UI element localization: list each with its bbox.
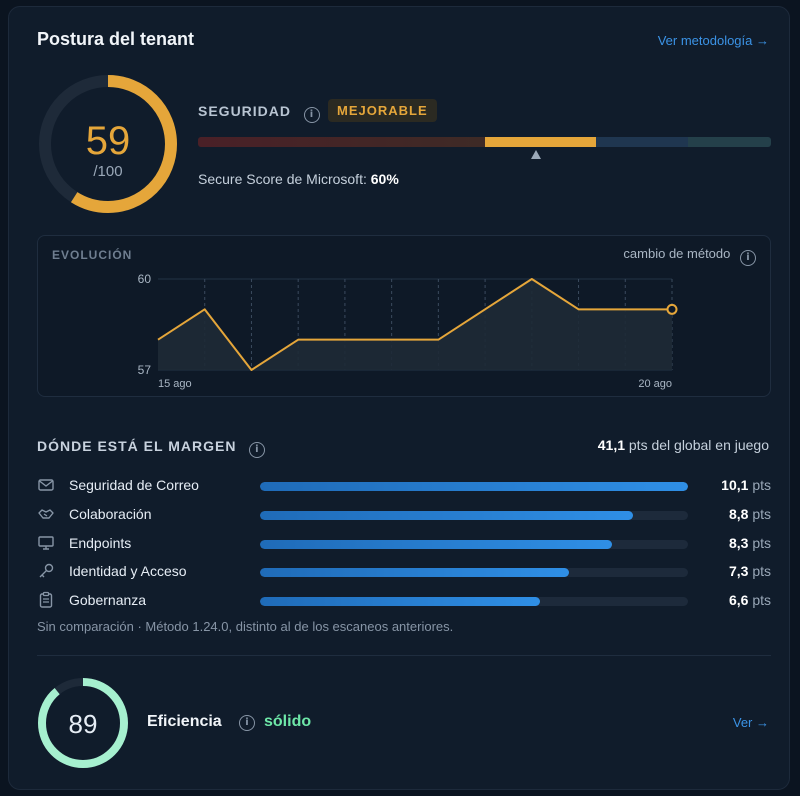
security-label-text: SEGURIDAD <box>198 103 292 119</box>
method-change-text: cambio de método <box>623 246 731 261</box>
margin-row-value-number: 8,8 <box>728 505 749 522</box>
y-tick-label: 60 <box>138 272 152 286</box>
margin-row-unit: pts <box>752 534 771 551</box>
margin-row-label: Seguridad de Correo <box>69 477 199 493</box>
margin-row-bar <box>260 539 688 549</box>
scale-marker-icon <box>531 150 542 159</box>
margin-row-bar <box>260 482 688 491</box>
margin-row-label: Gobernanza <box>69 592 147 609</box>
scale-segment-improvable <box>484 137 597 147</box>
clipboard-icon <box>39 592 53 608</box>
margin-row-bar <box>260 568 688 578</box>
margin-row-bar-fill <box>260 482 688 491</box>
margin-row-bar-fill <box>260 568 570 578</box>
margin-title-text: DÓNDE ESTÁ EL MARGEN <box>37 438 237 454</box>
margin-row-value: 8,3 pts <box>729 535 771 551</box>
score-gauge <box>39 75 177 213</box>
margin-row: Seguridad de Correo 10,1 pts <box>37 473 771 499</box>
margin-row-unit: pts <box>752 477 771 493</box>
secure-score: Secure Score de Microsoft: 60% <box>198 171 399 187</box>
margin-row-bar <box>260 510 688 520</box>
x-tick-label: 15 ago <box>158 378 192 390</box>
margin-total-value: 41,1 <box>597 437 625 453</box>
chart-series-line <box>157 278 672 371</box>
chart-last-point <box>666 303 678 315</box>
evolution-panel: EVOLUCIÓN cambio de método i 60 57 15 ago 2… <box>37 235 771 397</box>
margin-total: 41,1 pts del global en juego <box>598 437 769 453</box>
margin-row-bar <box>260 597 688 607</box>
evolution-chart: 60 57 15 ago 20 ago <box>138 272 678 390</box>
info-icon[interactable]: i <box>239 715 255 731</box>
x-tick-label: 20 ago <box>638 378 672 390</box>
margin-row-value-number: 10,1 <box>721 477 749 493</box>
margin-row-bar-fill <box>260 539 612 549</box>
efficiency-status: sólido <box>264 713 312 730</box>
margin-row-value: 6,6 pts <box>729 592 771 608</box>
security-status-badge: MEJORABLE <box>328 99 437 122</box>
secure-score-value: 60% <box>370 171 399 187</box>
scale-segment-poor <box>198 137 485 147</box>
margin-row-label: Identidad y Acceso <box>69 563 187 580</box>
secure-score-label: Secure Score de Microsoft: <box>198 171 367 187</box>
efficiency-gauge <box>38 678 128 768</box>
tenant-posture-card: Postura del tenant Ver metodología → 59 … <box>8 6 790 790</box>
margin-row: Endpoints 8,3 pts <box>37 531 771 557</box>
evolution-title: EVOLUCIÓN <box>52 248 133 262</box>
score-value: 59 <box>85 119 131 163</box>
margin-row: Identidad y Acceso 7,3 pts <box>37 559 771 585</box>
margin-row-unit: pts <box>752 592 771 609</box>
y-tick-label: 57 <box>138 363 152 377</box>
method-change-label: cambio de método i <box>623 246 756 266</box>
margin-row: Gobernanza 6,6 pts <box>37 588 771 614</box>
info-icon[interactable]: i <box>303 107 320 123</box>
security-scale-bar <box>198 137 771 147</box>
margin-row-value-number: 6,6 <box>728 592 749 609</box>
margin-row-unit: pts <box>752 505 771 522</box>
efficiency-view-link[interactable]: Ver → <box>732 715 769 730</box>
info-icon[interactable]: i <box>740 250 756 266</box>
margin-row-label: Colaboración <box>69 505 152 522</box>
chart-area <box>158 279 672 370</box>
efficiency-label: Eficiencia <box>147 713 222 730</box>
scale-segment-excellent <box>687 137 771 147</box>
margin-total-label: pts del global en juego <box>628 437 769 453</box>
card-title: Postura del tenant <box>37 29 195 49</box>
comparison-note: Sin comparación · Método 1.24.0, distint… <box>37 619 454 634</box>
scale-segment-good <box>596 137 688 147</box>
margin-row: Colaboración 8,8 pts <box>37 502 771 528</box>
score-denominator: /100 <box>93 163 123 180</box>
divider <box>37 655 771 656</box>
key-icon <box>39 564 54 578</box>
margin-row-bar-fill <box>260 510 633 520</box>
handshake-icon <box>38 509 54 519</box>
margin-title: DÓNDE ESTÁ EL MARGEN i <box>37 438 266 458</box>
margin-row-value-number: 7,3 <box>728 563 749 580</box>
margin-row-bar-fill <box>260 597 540 607</box>
margin-row-value-number: 8,3 <box>728 534 749 551</box>
margin-row-unit: pts <box>752 563 771 580</box>
efficiency-value: 89 <box>68 709 98 739</box>
monitor-icon <box>38 535 54 550</box>
security-label: SEGURIDAD i <box>198 103 320 123</box>
mail-icon <box>38 479 54 491</box>
margin-row-label: Endpoints <box>69 534 132 551</box>
margin-row-value: 8,8 pts <box>729 506 771 522</box>
efficiency-gauge-arc <box>38 678 128 768</box>
margin-row-value: 7,3 pts <box>729 563 771 579</box>
info-icon[interactable]: i <box>249 442 266 458</box>
margin-row-value: 10,1 pts <box>721 477 771 493</box>
methodology-link[interactable]: Ver metodología → <box>657 33 769 48</box>
score-gauge-arc <box>39 75 177 213</box>
